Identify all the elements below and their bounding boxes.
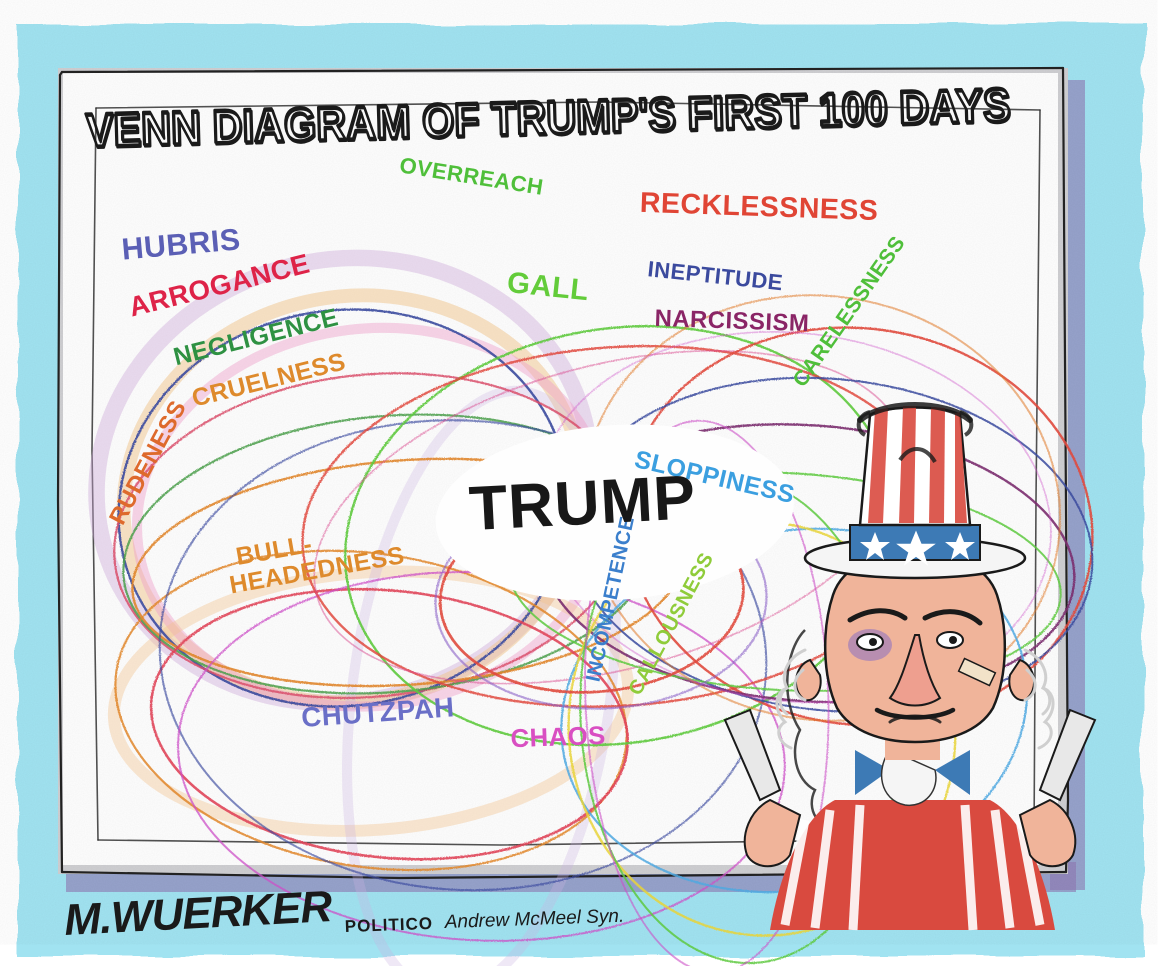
svg-text:TRUMP: TRUMP <box>467 462 697 544</box>
svg-text:NARCISSISM: NARCISSISM <box>654 305 810 337</box>
svg-text:CHAOS: CHAOS <box>510 722 606 753</box>
svg-text:POLITICO: POLITICO <box>344 914 433 936</box>
